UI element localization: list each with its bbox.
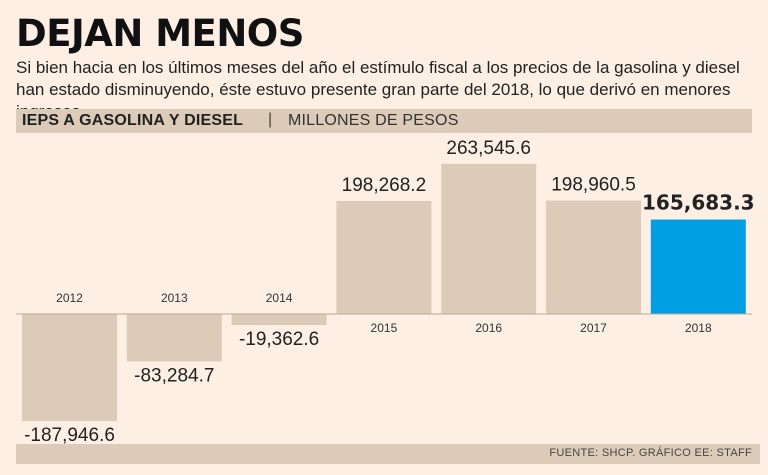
value-label-2014: -19,362.6 <box>239 329 319 350</box>
year-label-2013: 2013 <box>161 291 188 305</box>
bar-2012 <box>22 314 117 422</box>
bar-2017 <box>546 200 641 314</box>
chart-title: DEJAN MENOS <box>16 12 304 55</box>
bar-2015 <box>336 200 432 314</box>
value-label-2015: 198,268.2 <box>342 175 427 196</box>
bar-2013 <box>126 314 222 362</box>
source-text: FUENTE: SHCP. GRÁFICO EE: STAFF <box>549 447 752 459</box>
year-label-2017: 2017 <box>580 321 607 335</box>
chart-subtitle: Si bien hacia en los últimos meses del a… <box>16 58 740 121</box>
header-separator: | <box>268 111 273 128</box>
series-title: IEPS A GASOLINA Y DIESEL <box>22 112 244 129</box>
year-label-2014: 2014 <box>266 291 293 305</box>
value-label-2012: -187,946.6 <box>24 425 115 446</box>
value-label-2017: 198,960.5 <box>551 175 636 196</box>
value-label-2018: 165,683.3 <box>642 191 755 215</box>
value-label-2013: -83,284.7 <box>134 365 214 386</box>
bar-2014 <box>231 314 327 326</box>
unit-label: MILLONES DE PESOS <box>288 112 459 129</box>
source-footer: FUENTE: SHCP. GRÁFICO EE: STAFF <box>16 444 760 464</box>
year-label-2012: 2012 <box>56 291 83 305</box>
bar-2018 <box>650 219 746 314</box>
year-label-2016: 2016 <box>475 321 502 335</box>
value-label-2016: 263,545.6 <box>446 138 531 159</box>
series-header-band: IEPS A GASOLINA Y DIESEL | MILLONES DE P… <box>16 109 752 133</box>
year-label-2018: 2018 <box>685 321 712 335</box>
year-label-2015: 2015 <box>371 321 398 335</box>
bar-2016 <box>441 163 537 314</box>
